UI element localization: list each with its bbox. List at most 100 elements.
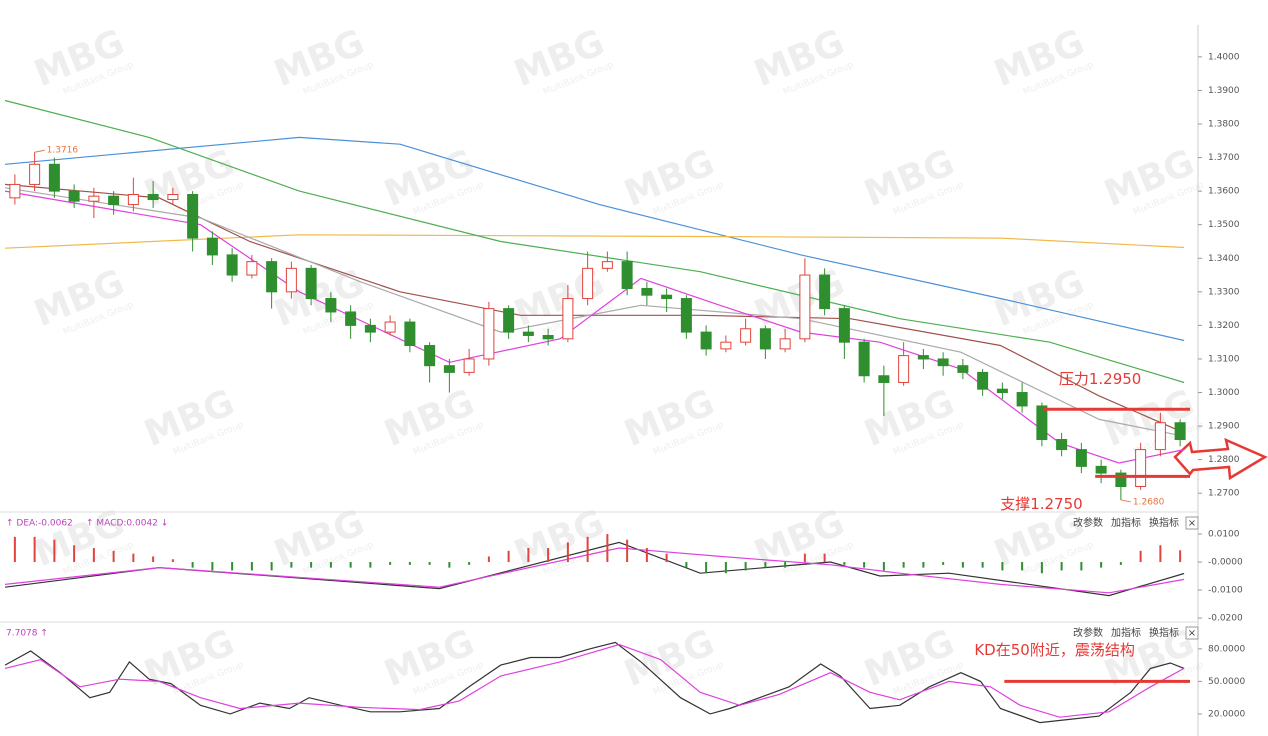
macd-bar	[586, 536, 589, 563]
toolbar-button[interactable]: 加指标	[1111, 516, 1141, 529]
macd-bar	[408, 562, 411, 565]
toolbar-button[interactable]: 改参数	[1073, 516, 1103, 529]
macd-bar	[1060, 562, 1063, 571]
macd-bar	[211, 562, 214, 571]
panel-header: 7.7078 ↑	[6, 629, 48, 639]
macd-bar	[764, 562, 767, 568]
candle-body	[68, 190, 80, 202]
extreme-label: 1.3716	[47, 146, 79, 156]
candle-body	[898, 355, 910, 383]
indicator-line	[4, 136, 1185, 342]
macd-bar	[843, 562, 846, 565]
macd-bar	[566, 542, 569, 563]
candle-body	[127, 193, 139, 206]
macd-bar	[882, 562, 885, 571]
y-tick-label: 1.3600	[1208, 187, 1240, 197]
candle-body	[1115, 472, 1127, 488]
macd-bar	[1021, 562, 1024, 571]
macd-bar	[231, 562, 234, 571]
macd-bar	[803, 553, 806, 563]
macd-bar	[724, 562, 727, 574]
direction-arrow	[1173, 437, 1268, 481]
toolbar-button[interactable]: 换指标	[1149, 516, 1179, 529]
candle-body	[503, 308, 515, 333]
macd-bar	[1179, 550, 1182, 563]
macd-bar	[705, 562, 708, 574]
candle-body	[522, 331, 534, 336]
candle-body	[9, 183, 21, 199]
candle-body	[700, 331, 712, 350]
close-button[interactable]: ×	[1188, 628, 1196, 639]
macd-bar	[468, 562, 471, 565]
candle-body	[582, 267, 594, 300]
toolbar-button[interactable]: 换指标	[1149, 626, 1179, 639]
candle-body	[917, 355, 929, 360]
macd-bar	[112, 550, 115, 563]
candle-body	[147, 193, 159, 201]
candle-body	[680, 298, 692, 333]
y-tick-label: 1.3000	[1208, 388, 1240, 398]
extreme-label: 1.2680	[1133, 497, 1165, 507]
macd-bar	[1040, 562, 1043, 574]
y-tick-label: 1.3100	[1208, 354, 1240, 364]
candle-body	[167, 193, 179, 201]
y-tick-label: 50.0000	[1208, 677, 1245, 687]
candle-body	[977, 371, 989, 390]
panel-header: ↑ MACD:0.0042 ↓	[86, 519, 168, 529]
y-tick-label: 20.0000	[1208, 709, 1245, 719]
macd-bar	[329, 562, 332, 568]
y-tick-label: 80.0000	[1208, 644, 1245, 654]
macd-bar	[13, 536, 16, 563]
indicator-line	[4, 234, 1185, 249]
candle-body	[1075, 449, 1087, 467]
candle-body	[799, 274, 811, 340]
candle-body	[305, 267, 317, 300]
candle-body	[48, 163, 60, 192]
candle-body	[779, 338, 791, 350]
y-tick-label: 1.3700	[1208, 153, 1240, 163]
candle-body	[285, 267, 297, 293]
candle-body	[1154, 422, 1166, 451]
candle-body	[1174, 422, 1186, 441]
y-tick-label: 1.3300	[1208, 287, 1240, 297]
candle-body	[1095, 465, 1107, 474]
candle-body	[759, 328, 771, 350]
macd-bar	[53, 539, 56, 563]
candle-body	[443, 365, 455, 373]
macd-bar	[1001, 562, 1004, 571]
candle-body	[740, 328, 752, 343]
close-button[interactable]: ×	[1188, 518, 1196, 529]
macd-bar	[349, 562, 352, 568]
macd-bar	[665, 553, 668, 563]
toolbar-button[interactable]: 改参数	[1073, 626, 1103, 639]
candle-body	[858, 341, 870, 377]
candle-body	[246, 261, 258, 276]
macd-bar	[1159, 545, 1162, 563]
extreme-pointer	[1120, 499, 1131, 503]
candle-body	[226, 254, 238, 276]
macd-bar	[428, 562, 431, 565]
y-tick-label: 1.3900	[1208, 86, 1240, 96]
macd-bar	[270, 562, 273, 571]
macd-bar	[1139, 550, 1142, 563]
macd-bar	[1100, 562, 1103, 568]
macd-bar	[626, 539, 629, 563]
candle-body	[108, 195, 120, 206]
candle-body	[661, 294, 673, 300]
candle-body	[206, 237, 218, 256]
candle-body	[1135, 449, 1147, 488]
panel-header: ↑ DEA:-0.0062	[6, 519, 73, 529]
macd-bar	[784, 562, 787, 568]
macd-bar	[310, 562, 313, 568]
macd-bar	[645, 548, 648, 563]
macd-bar	[369, 562, 372, 568]
candle-body	[878, 375, 890, 383]
macd-bar	[152, 556, 155, 563]
toolbar-button[interactable]: 加指标	[1111, 626, 1141, 639]
y-tick-label: 1.3400	[1208, 254, 1240, 264]
macd-bar	[823, 553, 826, 563]
macd-bar	[942, 562, 945, 565]
candle-body	[601, 261, 613, 269]
candle-body	[641, 287, 653, 296]
